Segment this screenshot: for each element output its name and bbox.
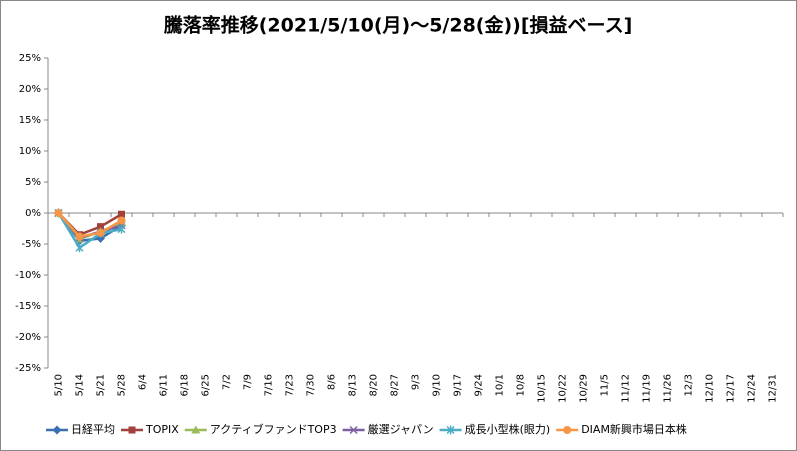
x-tick-label: 10/8 — [516, 374, 527, 396]
marker — [54, 209, 63, 217]
x-tick-label: 7/23 — [285, 374, 296, 396]
x-tick-label: 10/29 — [579, 374, 590, 403]
y-tick-label: -10% — [15, 270, 41, 281]
y-tick-label: 20% — [19, 84, 41, 95]
y-tick-label: 15% — [19, 115, 41, 126]
legend-label: 日経平均 — [71, 423, 115, 436]
x-tick-label: 11/12 — [621, 374, 632, 403]
x-tick-label: 12/10 — [705, 374, 716, 403]
x-tick-label: 10/1 — [495, 374, 506, 396]
x-tick-label: 8/6 — [327, 374, 338, 390]
x-tick-label: 6/25 — [201, 374, 212, 396]
marker — [52, 425, 62, 435]
x-tick-label: 7/16 — [264, 374, 275, 396]
marker — [75, 232, 84, 241]
y-tick-label: 25% — [19, 53, 41, 64]
x-tick-label: 6/11 — [159, 374, 170, 396]
marker — [96, 228, 105, 237]
x-tick-label: 12/31 — [768, 374, 779, 403]
x-tick-label: 7/30 — [306, 374, 317, 396]
x-tick-label: 9/24 — [474, 374, 485, 396]
legend-label: DIAM新興市場日本株 — [581, 422, 687, 436]
marker — [128, 426, 136, 434]
series-line — [57, 212, 123, 238]
x-tick-label: 8/20 — [369, 374, 380, 396]
x-tick-label: 5/10 — [54, 374, 65, 396]
x-tick-label: 6/18 — [180, 374, 191, 396]
x-tick-label: 6/4 — [138, 374, 149, 390]
legend-label: TOPIX — [145, 423, 179, 436]
x-tick-label: 11/5 — [600, 374, 611, 396]
marker — [117, 216, 126, 225]
x-tick-label: 11/19 — [642, 374, 653, 403]
legend-label: 成長小型株(眼力) — [465, 422, 551, 436]
x-tick-label: 5/28 — [117, 374, 128, 396]
marker — [117, 224, 126, 234]
y-tick-label: 10% — [19, 146, 41, 157]
x-tick-label: 8/27 — [390, 374, 401, 396]
marker — [446, 425, 455, 435]
x-tick-label: 11/26 — [663, 374, 674, 403]
x-tick-label: 8/13 — [348, 374, 359, 396]
x-tick-label: 7/9 — [243, 374, 254, 390]
x-tick-label: 12/17 — [726, 374, 737, 403]
marker — [191, 425, 201, 434]
marker — [118, 210, 125, 218]
x-tick-label: 9/3 — [411, 374, 422, 390]
y-tick-label: 5% — [25, 177, 41, 188]
marker — [97, 223, 104, 231]
chart-title: 騰落率推移(2021/5/10(月)～5/28(金))[損益ベース] — [163, 14, 633, 37]
x-tick-label: 10/22 — [558, 374, 569, 403]
y-tick-label: -5% — [22, 239, 41, 250]
x-tick-label: 9/17 — [453, 374, 464, 396]
marker — [563, 426, 572, 434]
x-tick-label: 7/2 — [222, 374, 233, 390]
marker — [349, 425, 358, 435]
y-tick-label: 0% — [25, 208, 41, 219]
y-tick-label: -20% — [15, 332, 41, 343]
legend: 日経平均 TOPIX アクティブファンドTOP3 厳選ジャパン 成長小型株(眼力) DIA… — [46, 422, 687, 436]
y-tick-label: -25% — [15, 363, 41, 374]
legend-label: アクティブファンドTOP3 — [210, 422, 337, 436]
legend-label: 厳選ジャパン — [368, 422, 434, 436]
x-tick-label: 12/24 — [747, 374, 758, 403]
x-tick-label: 12/3 — [684, 374, 695, 396]
x-tick-label: 9/10 — [432, 374, 443, 396]
series-line — [57, 212, 122, 250]
x-tick-label: 5/21 — [96, 374, 107, 396]
x-tick-label: 10/15 — [537, 374, 548, 403]
y-tick-label: -15% — [15, 301, 41, 312]
marker — [75, 243, 84, 253]
x-tick-label: 5/14 — [75, 374, 86, 396]
